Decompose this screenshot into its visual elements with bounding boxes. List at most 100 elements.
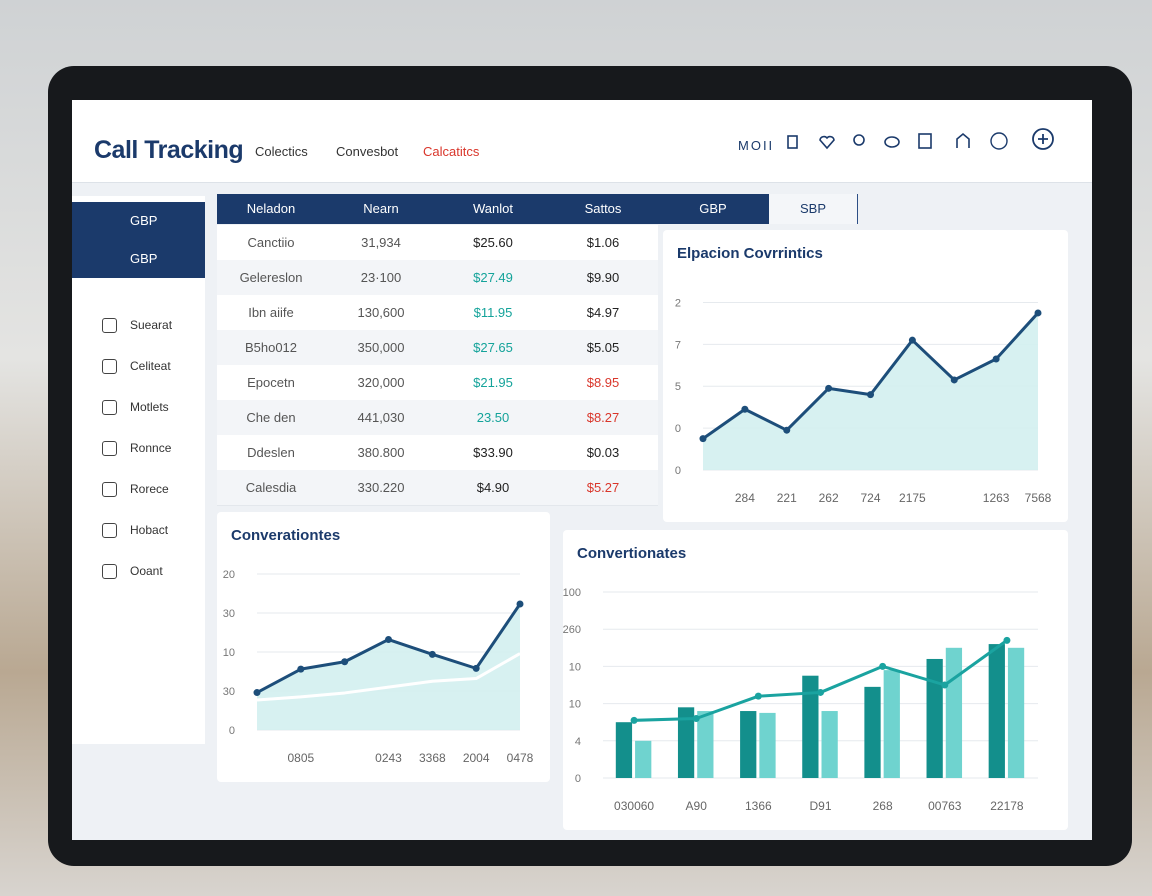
sidebar-icon <box>102 441 117 456</box>
sidebar-item[interactable]: Rorece <box>130 482 169 496</box>
x-tick-label: 7568 <box>1025 491 1052 505</box>
sidebar-item[interactable]: Suearat <box>130 318 173 332</box>
x-tick-label: 268 <box>873 799 893 813</box>
x-tick-label: 724 <box>860 491 880 505</box>
point <box>1034 309 1042 317</box>
chart-title: Elpacion Covrrintics <box>677 245 823 262</box>
x-tick-label: 221 <box>777 491 797 505</box>
x-tick-label: 0243 <box>375 751 402 765</box>
table-header: Neladon <box>217 194 326 224</box>
point <box>754 692 762 700</box>
table-cell: 330.220 <box>357 480 405 495</box>
point <box>825 384 833 392</box>
point <box>783 426 791 434</box>
table-cell: $5.27 <box>586 480 620 495</box>
point <box>692 714 700 722</box>
x-tick-label: D91 <box>809 799 831 813</box>
table-cell: Canctiio <box>247 235 295 250</box>
table-cell: 441,030 <box>357 410 405 425</box>
chart-title: Converationtes <box>231 527 340 544</box>
table-cell: Che den <box>246 410 296 425</box>
table-row: B5ho012 350,000 $27.65 $5.05 <box>217 330 658 366</box>
table-cell: $4.90 <box>476 480 510 495</box>
point <box>879 662 887 670</box>
table-row: Gelereslon 23·100 $27.49 $9.90 <box>217 260 658 296</box>
x-tick-label: 0478 <box>507 751 534 765</box>
table-cell: $25.60 <box>473 235 513 250</box>
table-cell: $27.49 <box>473 270 513 285</box>
table-cell: B5ho012 <box>244 340 298 355</box>
point <box>817 688 824 696</box>
table-row: Epocetn 320,000 $21.95 $8.95 <box>217 365 658 401</box>
sidebar-item[interactable]: Motlets <box>130 400 169 414</box>
table-cell: $4.97 <box>586 305 620 320</box>
sidebar-icon <box>102 482 117 497</box>
table-cell: $27.65 <box>473 340 513 355</box>
x-tick-label: 0805 <box>287 751 314 765</box>
table-header: SBP <box>769 194 858 224</box>
nav-item[interactable]: Colectics <box>255 144 308 159</box>
nav-item[interactable]: Convesbot <box>336 144 399 159</box>
table-cell: $11.95 <box>473 305 513 320</box>
point <box>908 336 916 344</box>
table-header: Wanlot <box>437 194 550 224</box>
nav-item[interactable]: Calcatitcs <box>423 144 480 159</box>
y-tick-label: 0 <box>575 773 581 785</box>
bar <box>883 670 900 778</box>
table-cell: 350,000 <box>357 340 405 355</box>
table-cell: 380.800 <box>357 445 405 460</box>
sidebar-active[interactable]: GBP <box>72 202 205 240</box>
y-tick-label: 260 <box>563 624 581 636</box>
sidebar-item[interactable]: Ronnce <box>130 441 172 455</box>
y-tick-label: 7 <box>675 339 681 351</box>
line <box>256 652 521 702</box>
sidebar-icon <box>102 318 117 333</box>
point <box>385 636 392 644</box>
chart-panel: Convertionates 0 4 10 10 260 100 030060 A90 1366 D… <box>563 530 1068 830</box>
sidebar-item[interactable]: Celiteat <box>130 359 171 373</box>
x-tick-label: 22178 <box>990 799 1024 813</box>
sidebar-item[interactable]: Ooant <box>130 564 163 578</box>
table-row: Calesdia 330.220 $4.90 $5.27 <box>217 470 658 506</box>
point <box>699 435 707 443</box>
table-header: GBP <box>657 194 770 224</box>
bar <box>697 711 714 778</box>
bar <box>677 707 695 778</box>
table-cell: $33.90 <box>473 445 513 460</box>
sidebar-active[interactable]: GBP <box>72 240 205 278</box>
y-tick-label: 10 <box>569 699 581 711</box>
point <box>630 716 638 724</box>
table-row: Canctiio 31,934 $25.60 $1.06 <box>217 225 658 261</box>
bar <box>864 686 881 778</box>
bar <box>988 644 1005 778</box>
x-tick-label: 030060 <box>614 799 654 813</box>
top-bar: Call Tracking Colectics Convesbot Calcat… <box>72 100 1092 183</box>
table-cell: $0.03 <box>586 445 620 460</box>
x-tick-label: A90 <box>686 799 708 813</box>
bar <box>615 722 633 778</box>
chart-panel: Converationtes 0 30 10 30 20 0805 0243 3368 2004 0… <box>217 512 550 782</box>
table-cell: 31,934 <box>361 235 401 250</box>
x-tick-label: 1263 <box>983 491 1010 505</box>
sidebar-item[interactable]: Hobact <box>130 523 169 537</box>
app-title: Call Tracking <box>94 136 244 164</box>
point <box>516 600 524 608</box>
bar <box>1007 647 1025 778</box>
table-header: Sattos <box>549 194 658 224</box>
point <box>1003 636 1011 644</box>
y-tick-label: 0 <box>675 423 681 435</box>
y-tick-label: 4 <box>575 736 581 748</box>
point <box>341 658 349 666</box>
x-tick-label: 284 <box>735 491 755 505</box>
table-cell: $21.95 <box>473 375 513 390</box>
chart: Elpacion Covrrintics 0 0 5 7 2 284 221 262 724 217… <box>675 245 1052 505</box>
table-cell: $5.05 <box>586 340 620 355</box>
y-tick-label: 20 <box>223 569 235 581</box>
point <box>472 664 480 672</box>
x-tick-label: 2175 <box>899 491 926 505</box>
y-tick-label: 5 <box>675 381 681 393</box>
toolbar-icons[interactable] <box>782 128 1082 158</box>
table-row: Che den 441,030 23.50 $8.27 <box>217 400 658 436</box>
point <box>428 650 436 658</box>
y-tick-label: 100 <box>563 587 581 599</box>
